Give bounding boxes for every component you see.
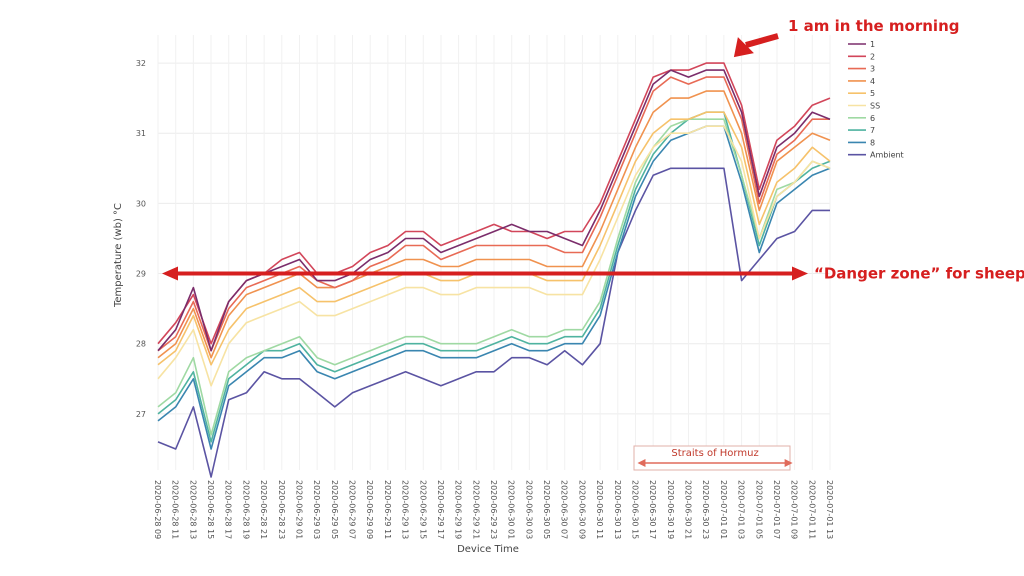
x-tick-label: 2020-06-28 21	[259, 480, 268, 539]
legend-label: 3	[870, 65, 875, 74]
x-tick-label: 2020-06-30 07	[560, 480, 569, 539]
danger-arrowhead-left	[162, 266, 178, 281]
x-tick-label: 2020-06-29 03	[312, 480, 321, 539]
x-tick-label: 2020-06-29 21	[471, 480, 480, 539]
x-tick-label: 2020-06-30 03	[524, 480, 533, 539]
x-tick-label: 2020-07-01 11	[807, 480, 816, 539]
series-line-6	[157, 118, 831, 436]
x-axis-title: Device Time	[457, 544, 519, 555]
x-tick-label: 2020-06-28 13	[188, 480, 197, 539]
legend: 1 2 3 4 5 SS 6 7 8 Ambient	[848, 40, 904, 160]
x-tick-label: 2020-07-01 13	[825, 480, 834, 539]
legend-label: 4	[870, 77, 875, 86]
x-axis-ticks: 2020-06-28 09 2020-06-28 11 2020-06-28 13 2…	[153, 480, 834, 539]
series-line-4	[157, 90, 831, 359]
x-tick-label: 2020-06-28 19	[241, 480, 250, 539]
hormuz-annotation: Straits of Hormuz	[633, 445, 793, 471]
series-line-3	[157, 76, 830, 352]
danger-arrowhead-right	[792, 266, 808, 281]
legend-label: 5	[870, 89, 875, 98]
x-tick-label: 2020-06-29 15	[418, 480, 427, 539]
x-tick-label: 2020-06-29 19	[454, 480, 463, 539]
x-tick-label: 2020-06-29 09	[365, 480, 374, 539]
x-tick-label: 2020-06-30 01	[507, 480, 516, 539]
hormuz-arrowhead-right	[784, 459, 793, 467]
x-tick-label: 2020-06-29 23	[489, 480, 498, 539]
morning-label: 1 am in the morning	[788, 17, 960, 35]
x-tick-label: 2020-06-30 21	[684, 480, 693, 539]
legend-label: 2	[870, 52, 875, 61]
hormuz-box	[633, 445, 791, 471]
danger-zone-label: “Danger zone” for sheep	[814, 265, 1024, 283]
x-tick-label: 2020-07-01 07	[772, 480, 781, 539]
x-tick-label: 2020-06-29 13	[401, 480, 410, 539]
x-tick-label: 2020-06-30 11	[595, 480, 604, 539]
legend-label: SS	[870, 102, 880, 111]
legend-label: 8	[870, 138, 875, 147]
legend-label: 7	[870, 126, 875, 135]
x-tick-label: 2020-06-30 17	[648, 480, 657, 539]
series-line-2	[157, 62, 831, 345]
grid	[157, 35, 831, 470]
legend-label: Ambient	[870, 151, 904, 160]
x-tick-label: 2020-06-28 17	[224, 480, 233, 539]
x-tick-label: 2020-06-29 11	[383, 480, 392, 539]
y-tick-label: 27	[136, 410, 146, 419]
x-tick-label: 2020-06-29 01	[294, 480, 303, 539]
x-tick-label: 2020-07-01 01	[719, 480, 728, 539]
x-tick-label: 2020-07-01 03	[737, 480, 746, 539]
x-tick-label: 2020-06-30 19	[666, 480, 675, 539]
morning-annotation: 1 am in the morning	[733, 17, 960, 58]
series-line-1	[157, 69, 831, 352]
y-tick-label: 32	[136, 59, 146, 68]
x-tick-label: 2020-06-30 15	[630, 480, 639, 539]
x-tick-label: 2020-06-28 11	[171, 480, 180, 539]
x-tick-label: 2020-06-30 23	[701, 480, 710, 539]
y-tick-label: 31	[136, 129, 146, 138]
x-tick-label: 2020-07-01 05	[754, 480, 763, 539]
x-tick-label: 2020-06-30 09	[577, 480, 586, 539]
y-tick-label: 28	[136, 340, 146, 349]
hormuz-arrowhead-left	[637, 459, 646, 467]
y-tick-label: 30	[136, 199, 146, 208]
x-tick-label: 2020-06-29 07	[348, 480, 357, 539]
morning-arrowhead	[733, 37, 754, 58]
danger-zone-annotation: “Danger zone” for sheep	[162, 265, 1024, 283]
x-tick-label: 2020-06-28 15	[206, 480, 215, 539]
x-tick-label: 2020-06-28 23	[277, 480, 286, 539]
y-axis-title: Temperature (wb) °C	[113, 203, 124, 308]
x-tick-label: 2020-06-28 09	[153, 480, 162, 539]
morning-arrow	[745, 33, 779, 48]
x-tick-label: 2020-06-29 05	[330, 480, 339, 539]
series-line-ss	[157, 125, 831, 387]
x-tick-label: 2020-06-29 17	[436, 480, 445, 539]
x-tick-label: 2020-06-30 05	[542, 480, 551, 539]
x-tick-label: 2020-07-01 09	[790, 480, 799, 539]
y-tick-label: 29	[136, 270, 146, 279]
series-line-ambient	[157, 167, 830, 478]
legend-label: 1	[870, 40, 875, 49]
hormuz-label: Straits of Hormuz	[671, 448, 758, 459]
legend-label: 6	[870, 114, 875, 123]
y-axis-ticks: 27 28 29 30 31 32	[136, 59, 146, 419]
x-tick-label: 2020-06-30 13	[613, 480, 622, 539]
